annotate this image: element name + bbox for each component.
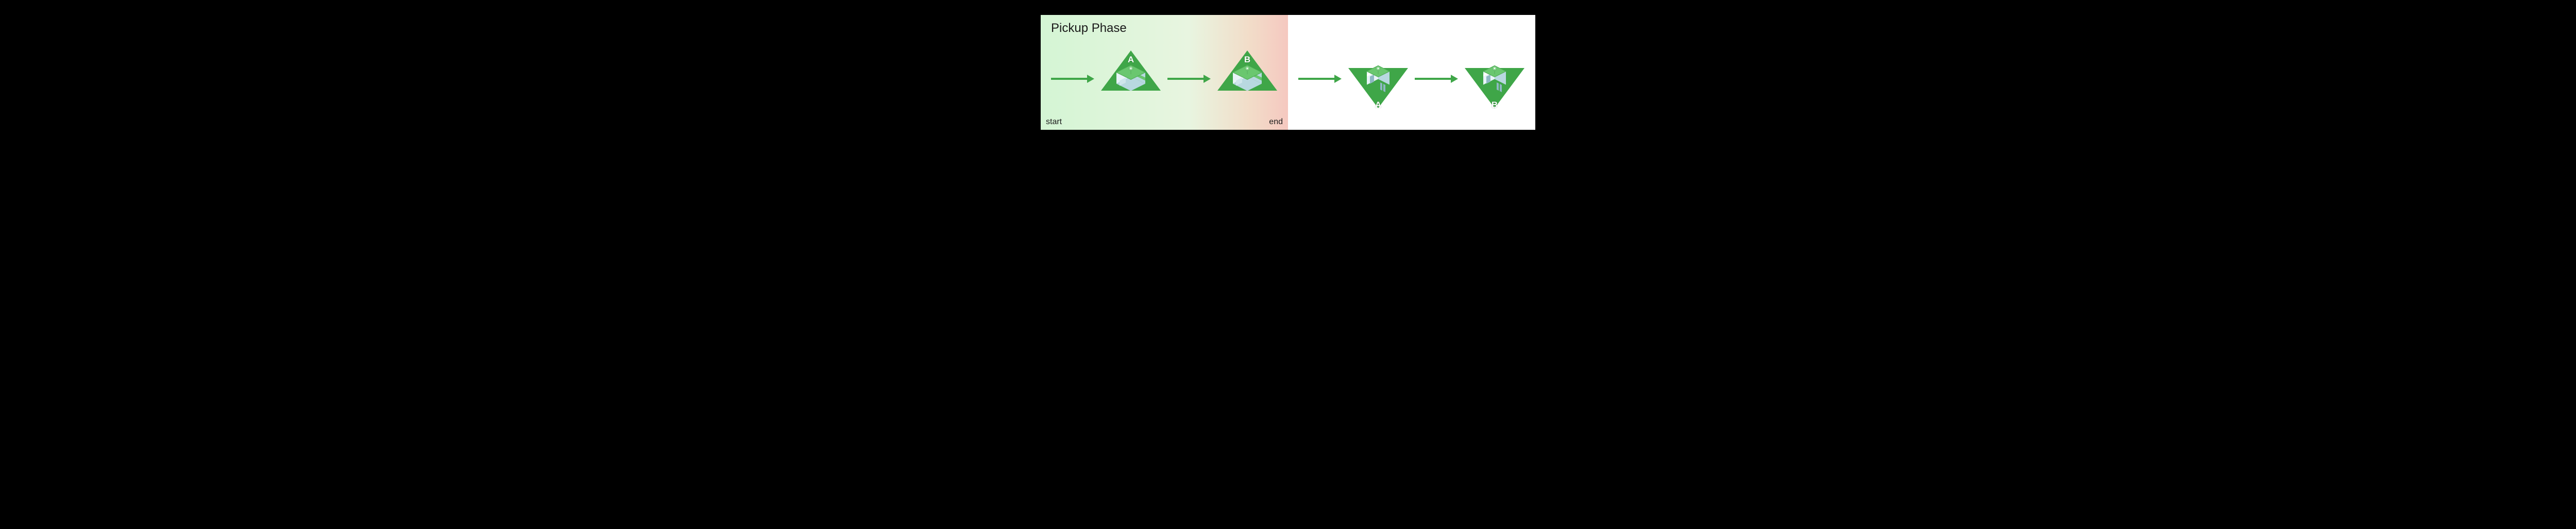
flow-arrow-icon bbox=[1298, 75, 1342, 83]
map-pin-icon bbox=[1128, 66, 1134, 75]
delivery-node-b: B bbox=[1464, 50, 1525, 107]
flow-arrow-icon bbox=[1051, 75, 1094, 83]
delivery-row: A B bbox=[1288, 50, 1535, 107]
pickup-row: A B bbox=[1041, 50, 1288, 107]
delivery-a-label: A bbox=[1375, 100, 1381, 110]
pickup-node-b: B bbox=[1217, 50, 1278, 107]
phase-start-label: start bbox=[1046, 117, 1062, 127]
delivery-node-a: A bbox=[1348, 50, 1409, 107]
flow-arrow-icon bbox=[1415, 75, 1458, 83]
flow-arrow-icon bbox=[1167, 75, 1211, 83]
map-pin-icon bbox=[1492, 66, 1498, 75]
phase-pickup-title: Pickup Phase bbox=[1051, 21, 1127, 36]
delivery-b-label: B bbox=[1492, 100, 1498, 110]
pickup-delivery-diagram: Pickup Phase start end A B bbox=[1040, 14, 1536, 130]
phase-delivery: A B bbox=[1288, 15, 1535, 130]
pickup-node-a: A bbox=[1100, 50, 1161, 107]
map-pin-icon bbox=[1375, 66, 1381, 75]
map-pin-icon bbox=[1244, 66, 1250, 75]
phase-pickup: Pickup Phase start end A B bbox=[1041, 15, 1288, 130]
phase-end-label: end bbox=[1269, 117, 1283, 127]
